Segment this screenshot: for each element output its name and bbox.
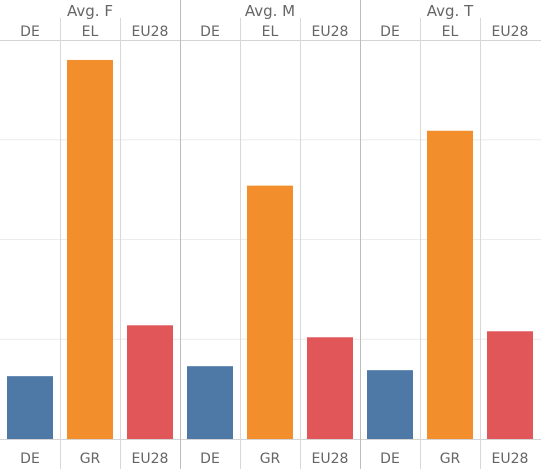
bar-avgf-el [67,59,113,439]
top-category-label: EU28 [312,24,349,40]
bar-avgm-eu28 [307,337,353,439]
bottom-category-label: GR [440,451,461,467]
bar-avgt-el [427,130,473,439]
group-label: Avg. T [427,2,474,20]
group-label: Avg. M [245,2,295,20]
group-label: Avg. F [67,2,113,20]
bottom-category-label: EU28 [492,451,529,467]
bottom-category-label: GR [80,451,101,467]
top-category-label: EL [82,24,99,40]
bar-avgf-eu28 [127,325,173,439]
bottom-category-label: DE [20,451,40,467]
bottom-category-label: DE [200,451,220,467]
bar-avgf-de [7,376,53,439]
top-category-label: EU28 [132,24,169,40]
top-category-label: EL [262,24,279,40]
bar-avgt-eu28 [487,331,533,439]
top-category-label: DE [20,24,40,40]
bottom-category-label: EU28 [312,451,349,467]
top-category-label: DE [380,24,400,40]
bar-avgt-de [367,370,413,439]
bar-avgm-el [247,185,293,439]
bar-avgm-de [187,366,233,439]
bottom-category-label: EU28 [132,451,169,467]
labels: Avg. F DE DE EL GR EU28 EU28 Avg. M DE DE EL GR EU28… [20,2,528,467]
top-category-label: EU28 [492,24,529,40]
bottom-category-label: DE [380,451,400,467]
top-category-label: EL [442,24,459,40]
bars [7,59,533,439]
bottom-category-label: GR [260,451,281,467]
top-category-label: DE [200,24,220,40]
